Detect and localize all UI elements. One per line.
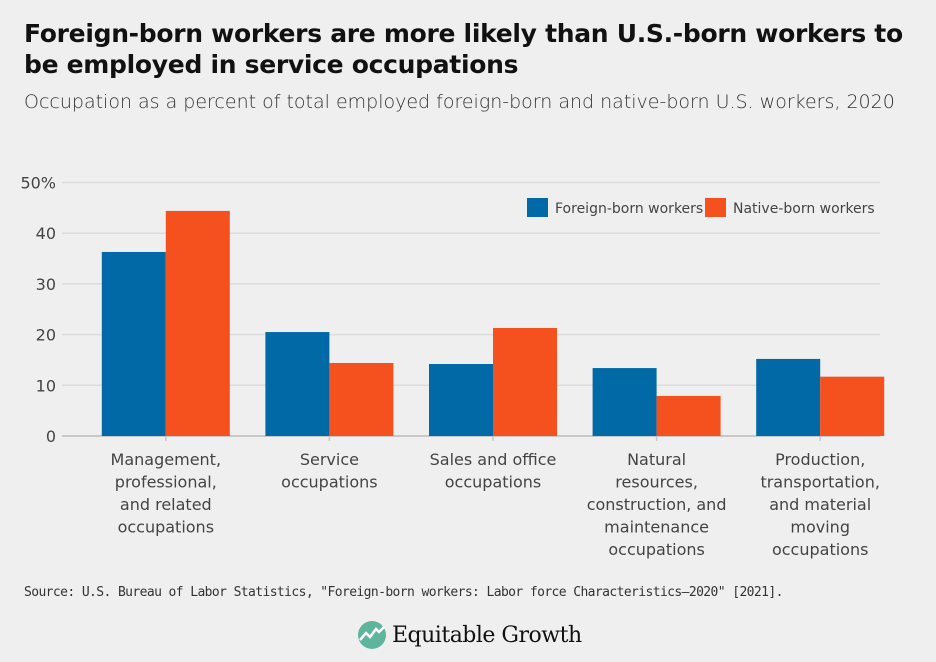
bar-native <box>656 395 721 436</box>
x-tick-label: occupations <box>118 518 214 537</box>
bar-native <box>820 376 885 436</box>
x-tick-label: Natural <box>627 450 686 469</box>
growth-logo-icon <box>358 621 386 649</box>
y-tick-label: 30 <box>36 275 56 294</box>
x-tick-label: occupations <box>772 540 868 559</box>
bar-foreign <box>429 364 493 436</box>
x-tick-label: transportation, <box>760 473 879 492</box>
x-tick-label: occupations <box>445 473 541 492</box>
logo-text: Equitable Growth <box>392 622 582 648</box>
legend-swatch-native <box>705 198 726 217</box>
bar-foreign <box>101 251 166 436</box>
bar-foreign <box>756 358 821 436</box>
bar-native <box>165 210 230 436</box>
y-tick-label: 20 <box>36 326 56 345</box>
x-tick-label: and related <box>120 495 212 514</box>
source-note: Source: U.S. Bureau of Labor Statistics,… <box>24 585 783 600</box>
x-tick-label: occupations <box>281 473 377 492</box>
legend-label: Native-born workers <box>733 201 875 217</box>
x-tick-label: construction, and <box>587 495 727 514</box>
x-tick-label: resources, <box>615 473 698 492</box>
legend-swatch-foreign <box>527 198 548 217</box>
y-tick-label: 0 <box>46 427 56 446</box>
bar-native <box>329 362 394 436</box>
x-tick-label: Management, <box>111 450 221 469</box>
y-tick-label: 10 <box>36 376 56 395</box>
bar-native <box>493 328 557 436</box>
bar-foreign <box>592 368 657 436</box>
x-tick-label: Service <box>300 450 359 469</box>
x-tick-label: occupations <box>608 540 704 559</box>
y-tick-label: 50% <box>20 174 56 193</box>
x-tick-label: professional, <box>115 473 217 492</box>
chart-subtitle: Occupation as a percent of total employe… <box>24 91 895 113</box>
x-tick-label: maintenance <box>604 518 709 537</box>
bar-foreign <box>265 332 330 436</box>
x-tick-label: Sales and office <box>430 450 557 469</box>
legend-label: Foreign-born workers <box>555 201 703 217</box>
y-tick-label: 40 <box>36 224 56 243</box>
x-tick-label: Production, <box>775 450 865 469</box>
equitable-growth-logo: Equitable Growth <box>357 620 582 650</box>
x-tick-label: moving <box>790 518 850 537</box>
chart-plot: 0 10 20 30 40 50% Management, professional, and … <box>20 174 885 559</box>
chart-title: Foreign-born workers are more likely tha… <box>24 19 903 79</box>
x-tick-label: and material <box>769 495 871 514</box>
